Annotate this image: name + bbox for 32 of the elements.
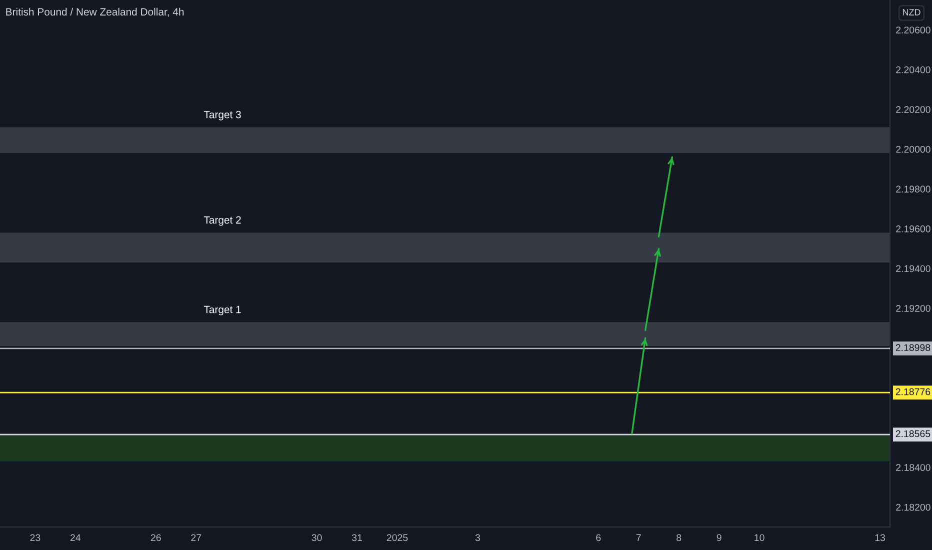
x-tick-label: 31 <box>352 534 362 542</box>
ref-line-label: 2.18565 <box>896 430 930 438</box>
y-tick-label: 2.20400 <box>896 66 930 74</box>
x-tick-label: 7 <box>636 534 641 541</box>
y-tick-label: 2.20200 <box>896 106 930 113</box>
y-tick-label: 2.20600 <box>896 26 930 34</box>
ref-line-label: 2.18998 <box>896 344 930 352</box>
x-tick-label: 3 <box>475 534 480 542</box>
x-tick-label: 23 <box>30 534 40 542</box>
x-tick-label: 24 <box>70 534 81 541</box>
y-tick-label: 2.18200 <box>896 504 930 511</box>
band-label: Target 2 <box>204 216 241 226</box>
x-tick-label: 9 <box>716 534 722 542</box>
y-tick-label: 2.19200 <box>896 304 930 312</box>
x-tick-label: 6 <box>596 534 601 542</box>
x-tick-label: 30 <box>312 534 322 542</box>
x-tick-label: 10 <box>754 534 764 542</box>
x-tick-label: 26 <box>150 534 161 542</box>
y-tick-label: 2.18400 <box>896 464 930 471</box>
y-tick-label: 2.19800 <box>896 186 930 193</box>
text: NZD <box>902 9 920 16</box>
text: British Pound / New Zealand Dollar, 4h <box>6 8 184 17</box>
ref-line-label: 2.18776 <box>896 388 930 396</box>
band-label: Target 1 <box>204 306 241 316</box>
y-tick-label: 2.19600 <box>896 225 930 232</box>
y-tick-label: 2.19400 <box>896 265 930 272</box>
x-tick-label: 8 <box>676 534 682 542</box>
y-tick-label: 2.20000 <box>896 146 930 153</box>
x-tick-label: 2025 <box>386 534 408 542</box>
band-label: Target 3 <box>204 110 241 120</box>
x-tick-label: 13 <box>875 534 885 542</box>
x-tick-label: 27 <box>191 534 202 541</box>
